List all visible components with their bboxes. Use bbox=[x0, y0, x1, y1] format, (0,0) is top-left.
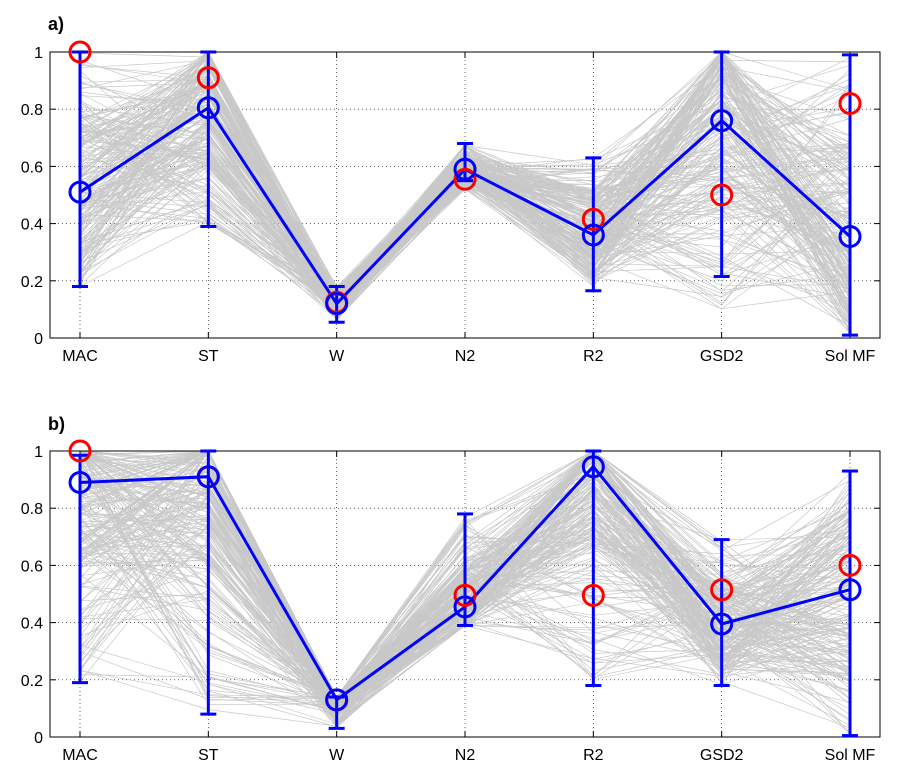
panel-b: b) 0 0.2 0.4 0.6 0.8 1 MAC ST W N2 R2 GSD2 Sol MF bbox=[21, 414, 881, 761]
blue-marker bbox=[453, 595, 477, 619]
blue-marker bbox=[581, 223, 605, 247]
panel-label: b) bbox=[48, 414, 65, 434]
red-marker bbox=[710, 578, 734, 602]
x-tick-label: R2 bbox=[583, 348, 604, 365]
red-marker bbox=[453, 583, 477, 607]
x-tick-label: GSD2 bbox=[700, 747, 744, 761]
y-tick-label: 1 bbox=[34, 444, 43, 461]
x-tick-label: W bbox=[329, 348, 345, 365]
y-axis: 0 0.2 0.4 0.6 0.8 1 bbox=[21, 444, 880, 747]
red-marker bbox=[68, 439, 92, 463]
y-tick-label: 0.4 bbox=[21, 217, 43, 234]
blue-marker bbox=[453, 157, 477, 181]
blue-marker bbox=[710, 612, 734, 636]
x-tick-label: Sol MF bbox=[825, 747, 876, 761]
x-tick-label: Sol MF bbox=[825, 348, 876, 365]
blue-marker bbox=[196, 96, 220, 120]
panel-a: a) 0 0.2 0.4 0.6 0.8 1 MAC ST W N2 R2 GSD2 Sol MF bbox=[21, 14, 881, 365]
blue-marker bbox=[68, 180, 92, 204]
x-tick-label: GSD2 bbox=[700, 348, 744, 365]
y-tick-label: 0.8 bbox=[21, 501, 43, 518]
y-tick-label: 0.6 bbox=[21, 159, 43, 176]
x-axis: MAC ST W N2 R2 GSD2 Sol MF bbox=[62, 52, 876, 365]
blue-marker bbox=[838, 578, 862, 602]
blue-marker bbox=[325, 292, 349, 316]
blue-marker bbox=[325, 688, 349, 712]
x-tick-label: MAC bbox=[62, 348, 98, 365]
error-bars bbox=[72, 50, 858, 337]
x-tick-label: ST bbox=[198, 348, 219, 365]
red-marker bbox=[68, 40, 92, 64]
red-marker bbox=[710, 183, 734, 207]
blue-marker bbox=[581, 455, 605, 479]
y-tick-label: 0 bbox=[34, 730, 43, 747]
blue-marker bbox=[196, 465, 220, 489]
x-axis: MAC ST W N2 R2 GSD2 Sol MF bbox=[62, 451, 876, 761]
gray-lines bbox=[79, 51, 851, 335]
x-tick-label: N2 bbox=[455, 747, 476, 761]
x-tick-label: R2 bbox=[583, 747, 604, 761]
x-tick-label: ST bbox=[198, 747, 219, 761]
red-marker bbox=[838, 553, 862, 577]
y-tick-label: 0 bbox=[34, 331, 43, 348]
red-marker bbox=[581, 583, 605, 607]
red-marker bbox=[581, 207, 605, 231]
y-tick-label: 0.6 bbox=[21, 558, 43, 575]
red-marker bbox=[196, 66, 220, 90]
blue-marker bbox=[838, 224, 862, 248]
red-marker bbox=[838, 91, 862, 115]
y-tick-label: 0.2 bbox=[21, 274, 43, 291]
sample-line bbox=[79, 171, 851, 304]
x-tick-label: W bbox=[329, 747, 345, 761]
red-marker bbox=[453, 167, 477, 191]
y-axis: 0 0.2 0.4 0.6 0.8 1 bbox=[21, 45, 880, 348]
y-tick-label: 0.4 bbox=[21, 616, 43, 633]
blue-marker bbox=[68, 470, 92, 494]
y-tick-label: 0.2 bbox=[21, 673, 43, 690]
y-tick-label: 0.8 bbox=[21, 102, 43, 119]
x-tick-label: N2 bbox=[455, 348, 476, 365]
x-tick-label: MAC bbox=[62, 747, 98, 761]
y-tick-label: 1 bbox=[34, 45, 43, 62]
blue-marker bbox=[710, 109, 734, 133]
panel-label: a) bbox=[48, 14, 64, 34]
